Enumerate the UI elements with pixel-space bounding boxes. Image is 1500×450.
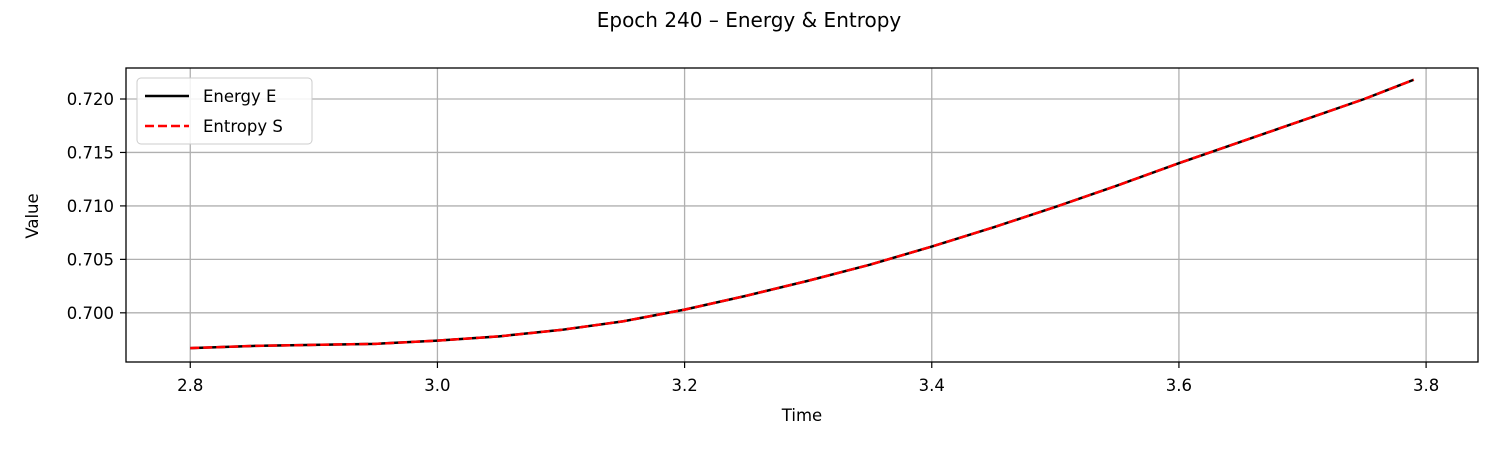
x-tick-label: 3.6 [1166, 376, 1192, 395]
x-tick-label: 3.2 [671, 376, 697, 395]
grid-lines [126, 68, 1478, 362]
series-line-energy-e [190, 78, 1415, 350]
y-tick-label: 0.720 [67, 90, 114, 109]
y-tick-label: 0.710 [67, 197, 114, 216]
x-tick-label: 3.4 [919, 376, 945, 395]
x-axis-title: Time [781, 406, 822, 425]
x-tick-label: 2.8 [177, 376, 203, 395]
y-tick-label: 0.715 [67, 143, 114, 162]
series-lines [190, 78, 1415, 350]
series-line-entropy-s [190, 78, 1415, 350]
plot-area-frame [125, 67, 1479, 363]
y-tick-label: 0.700 [67, 304, 114, 323]
axis-ticks: 2.8 3.0 3.2 3.4 3.6 3.8 0.700 0.705 0.710 0.715 0.… [67, 90, 1439, 395]
legend-label-entropy: Entropy S [203, 117, 283, 136]
legend-box [136, 77, 313, 145]
chart-title: Epoch 240 – Energy & Entropy [597, 8, 902, 32]
x-tick-label: 3.8 [1413, 376, 1439, 395]
legend: Energy E Entropy S [136, 77, 313, 145]
legend-label-energy: Energy E [203, 87, 276, 106]
y-axis-title: Value [23, 193, 42, 238]
y-tick-label: 0.705 [67, 250, 114, 269]
x-tick-label: 3.0 [424, 376, 450, 395]
